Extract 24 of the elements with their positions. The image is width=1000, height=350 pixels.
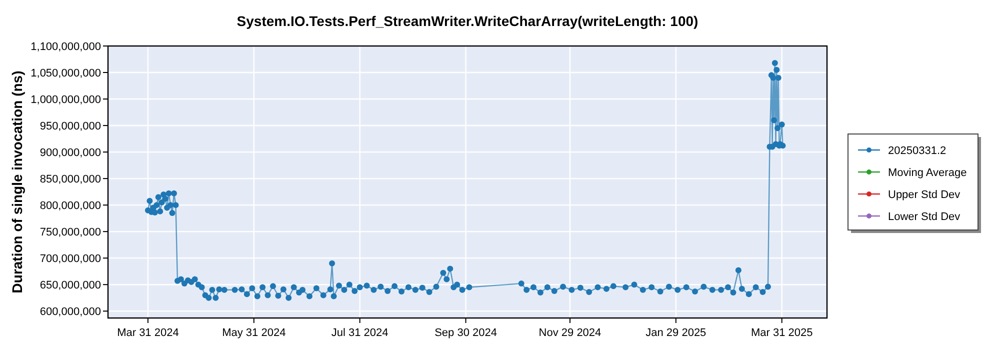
chart-title: System.IO.Tests.Perf_StreamWriter.WriteCharArray(writeLength: 100): [236, 13, 698, 29]
y-tick-label: 750,000,000: [40, 226, 101, 238]
legend-label: Lower Std Dev: [888, 210, 961, 223]
x-tick-label: Nov 29 2024: [538, 327, 602, 339]
legend-label: 20250331.2: [888, 144, 946, 157]
y-tick-label: 600,000,000: [40, 306, 101, 318]
y-tick-label: 800,000,000: [40, 200, 101, 212]
y-tick-label: 950,000,000: [40, 120, 101, 132]
legend-label: Moving Average: [888, 166, 967, 179]
y-tick-label: 650,000,000: [40, 279, 101, 292]
y-tick-label: 700,000,000: [40, 252, 101, 265]
x-tick-label: May 31 2024: [222, 327, 286, 339]
y-tick-label: 1,100,000,000: [30, 40, 101, 53]
y-tick-label: 1,000,000,000: [30, 94, 101, 106]
x-tick-label: Mar 31 2024: [117, 327, 179, 339]
x-tick-label: Sep 30 2024: [434, 327, 497, 339]
x-tick-label: Jul 31 2024: [331, 327, 388, 339]
y-tick-label: 1,050,000,000: [30, 67, 101, 80]
legend-label: Upper Std Dev: [888, 188, 961, 201]
y-tick-label: 850,000,000: [40, 173, 101, 186]
x-tick-label: Jan 29 2025: [646, 327, 706, 339]
y-axis-title: Duration of single invocation (ns): [9, 70, 25, 294]
y-tick-label: 900,000,000: [40, 146, 101, 159]
x-tick-label: Mar 31 2025: [750, 327, 813, 339]
